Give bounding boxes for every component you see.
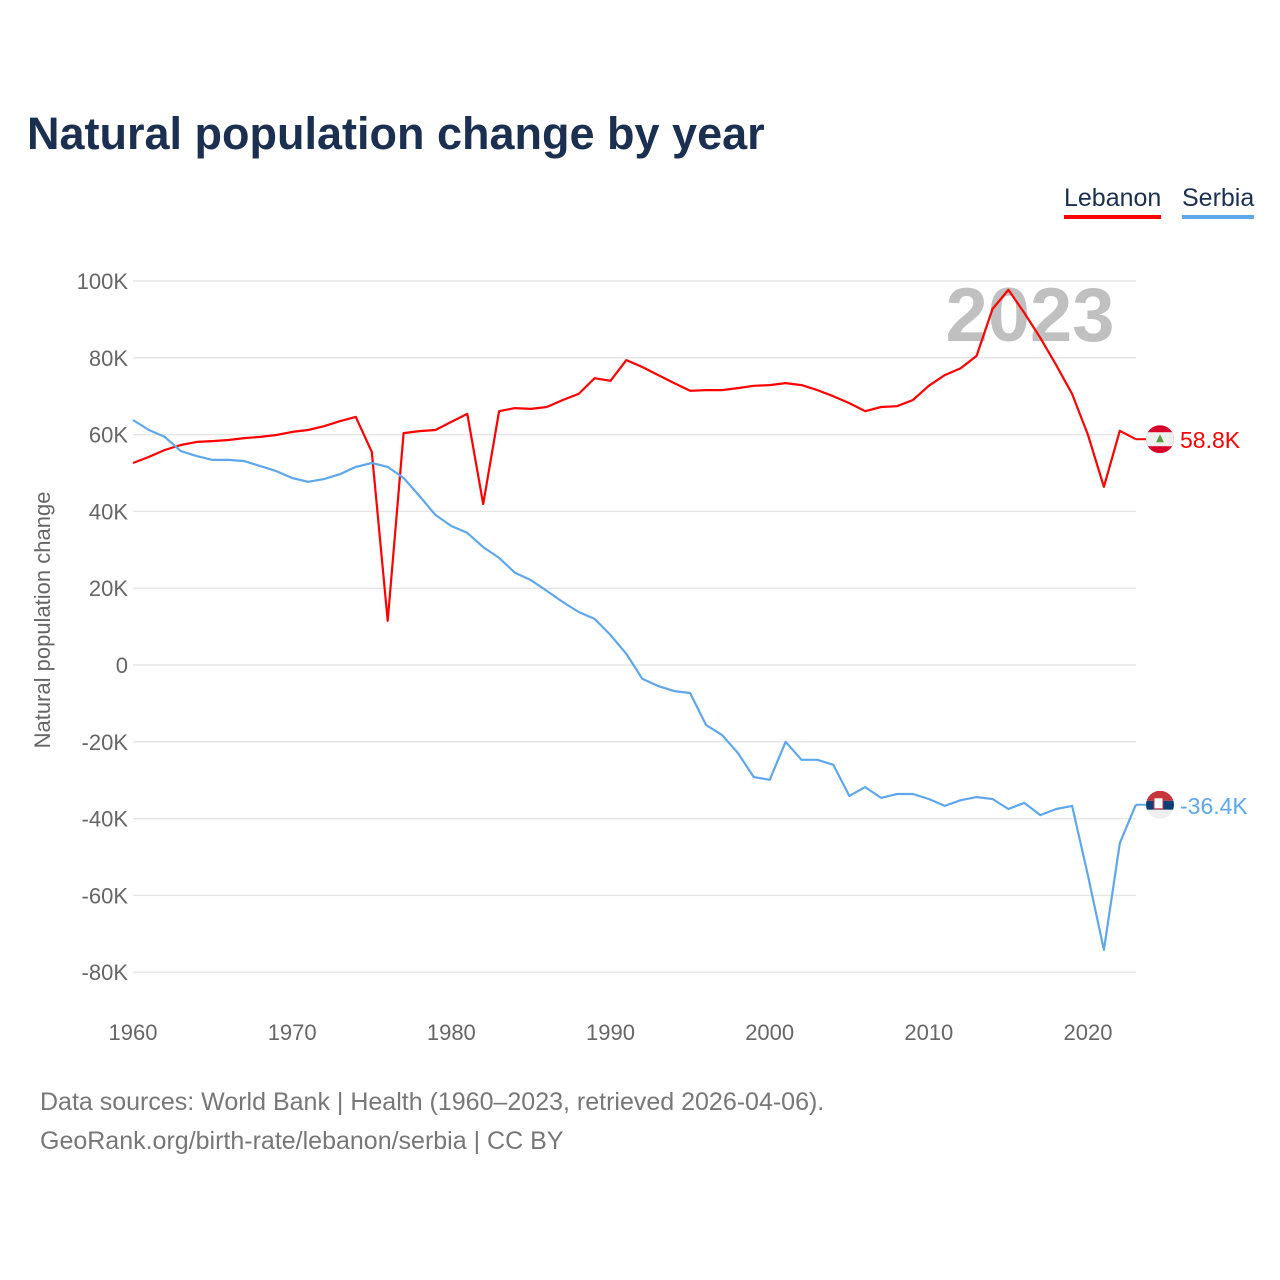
flag-band [1146, 809, 1174, 819]
x-tick-label: 1970 [268, 1020, 317, 1045]
serbia-flag-icon [1146, 790, 1174, 819]
x-tick-label: 1980 [427, 1020, 476, 1045]
y-tick-label: -40K [82, 807, 129, 832]
y-tick-label: 60K [89, 423, 128, 448]
x-tick-label: 2020 [1064, 1020, 1113, 1045]
series-line-lebanon [132, 288, 1137, 622]
y-tick-label: 40K [89, 499, 128, 524]
flag [1146, 790, 1174, 819]
end-value-label: -36.4K [1180, 793, 1248, 819]
flag [1146, 425, 1174, 454]
end-value-label: 58.8K [1180, 427, 1241, 453]
series-line-serbia [132, 419, 1137, 952]
legend-lebanon[interactable]: Lebanon [1064, 184, 1162, 219]
x-tick-label: 1960 [109, 1020, 158, 1045]
y-tick-label: 20K [89, 576, 128, 601]
legend-serbia[interactable]: Serbia [1182, 184, 1255, 219]
x-tick-label: 2000 [745, 1020, 794, 1045]
y-axis-label: Natural population change [30, 492, 55, 749]
y-tick-label: -20K [82, 730, 129, 755]
y-tick-label: 80K [89, 346, 128, 371]
coat-of-arms [1153, 797, 1164, 810]
y-tick-label: 100K [77, 269, 129, 294]
year-watermark: 2023 [945, 273, 1114, 358]
flag-band [1146, 790, 1174, 801]
y-tick-label: -80K [82, 960, 129, 985]
x-tick-label: 2010 [904, 1020, 953, 1045]
cedar [1156, 434, 1164, 443]
y-tick-label: -60K [82, 883, 129, 908]
x-tick-label: 1990 [586, 1020, 635, 1045]
source-note: Data sources: World Bank | Health (1960–… [40, 1088, 825, 1116]
lebanon-flag-icon [1146, 425, 1174, 454]
chart-title: Natural population change by year [27, 108, 765, 159]
y-tick-label: 0 [116, 653, 128, 678]
source-link[interactable]: GeoRank.org/birth-rate/lebanon/serbia | … [40, 1127, 564, 1155]
